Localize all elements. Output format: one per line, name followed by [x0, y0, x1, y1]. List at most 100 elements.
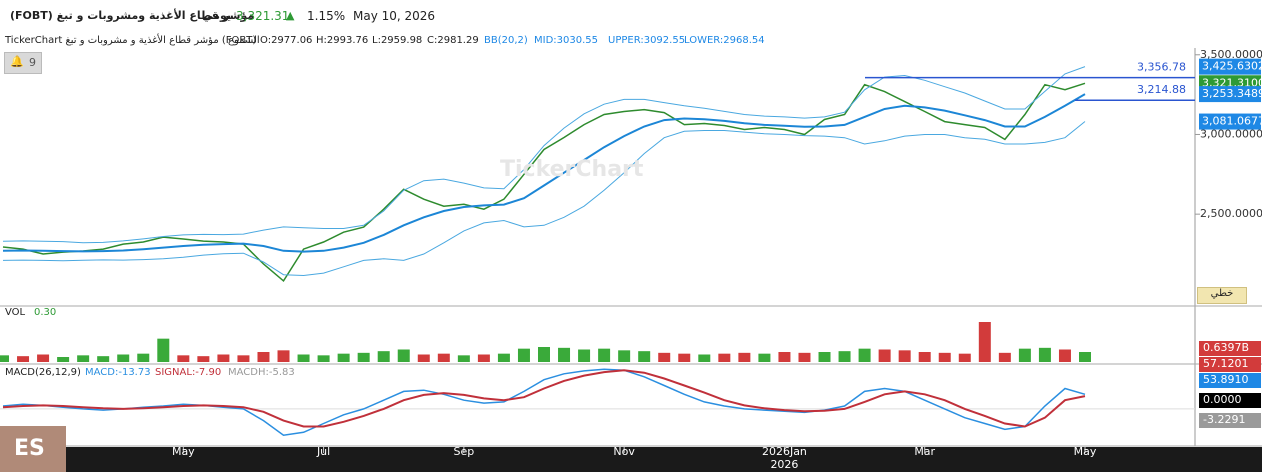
volume-bar	[217, 354, 230, 362]
info: TickerChart مؤشر قطاع الأغذية و مشروبات …	[5, 35, 257, 46]
volume-bar	[858, 348, 871, 362]
series-line	[2, 121, 1086, 277]
x-tick-label: Nov	[613, 445, 635, 458]
price-tag-label: 3,253.3489	[1202, 87, 1262, 100]
volume-bar	[137, 353, 150, 362]
volume-bar	[37, 354, 50, 362]
series-line	[2, 66, 1086, 244]
value-tag	[1199, 373, 1261, 388]
price-tag-label: 3,081.0677	[1202, 115, 1262, 128]
corner-box: ES	[0, 426, 66, 472]
volume-bar	[277, 350, 290, 362]
volume-bar	[377, 351, 390, 362]
value-tag	[1199, 413, 1261, 428]
period[interactable]: يومي	[202, 9, 231, 22]
volume-bar	[678, 353, 691, 362]
volume-bar	[658, 352, 671, 362]
volume-bar	[297, 354, 310, 362]
value-tag-label: -3.2291	[1203, 413, 1245, 426]
bb-mid: MID:3030.55	[534, 35, 598, 46]
year-label: 2026	[770, 458, 798, 471]
volume-bar	[0, 355, 9, 362]
volume-bar	[117, 354, 130, 362]
price-tag-label: 3,321.3100	[1202, 76, 1262, 89]
volume-bar	[558, 347, 571, 362]
volume-bar	[477, 354, 490, 362]
volume-bar	[758, 353, 771, 362]
last-price: 3,321.31	[236, 9, 290, 23]
volume-bar	[77, 355, 90, 362]
value-tag	[1199, 393, 1261, 408]
volume-bar	[818, 352, 831, 362]
volume-bar	[177, 355, 190, 362]
instrument-title: مؤشر قطاع الأغذية ومشروبات و تبغ (FOBT)	[10, 9, 255, 22]
value-tag	[1199, 357, 1261, 372]
y-tick-label: 3,500.0000	[1200, 48, 1262, 61]
vol-value: 0.30	[34, 307, 57, 318]
line-button[interactable]: خطي	[1197, 287, 1247, 304]
volume-bar	[257, 352, 270, 362]
volume-bar	[237, 355, 250, 362]
y-tick-label: 2,500.0000	[1200, 207, 1262, 220]
value-tag-label: 0.0000	[1203, 393, 1242, 406]
volume-bar	[337, 353, 350, 362]
volume-bar	[578, 349, 591, 362]
low: L:2959.98	[372, 35, 423, 46]
y-tick-label: 3,000.0000	[1200, 127, 1262, 140]
open: O:2977.06	[260, 35, 313, 46]
volume-bar	[918, 352, 931, 362]
volume-bar	[598, 348, 611, 362]
bb: BB(20,2)	[484, 35, 528, 46]
volume-bar	[898, 350, 911, 362]
bb-upper: UPPER:3092.55	[608, 35, 686, 46]
date: May 10, 2026	[353, 9, 436, 23]
price-tag	[1199, 58, 1261, 75]
series-line	[2, 93, 1086, 253]
bb-lower: LOWER:2968.54	[684, 35, 765, 46]
macdh-legend: MACDH:-5.83	[228, 367, 295, 378]
change: 1.15%	[307, 9, 346, 23]
volume-bar	[798, 352, 811, 362]
volume-bar	[57, 357, 70, 362]
x-tick-label: Mar	[914, 445, 935, 458]
volume-bar	[958, 353, 971, 362]
series-line	[2, 369, 1086, 428]
volume-bar	[317, 355, 330, 362]
price-line	[2, 82, 1086, 283]
volume-bar	[97, 356, 110, 362]
volume-bar	[878, 349, 891, 362]
volume-bar	[938, 352, 951, 362]
corner-text: ES	[14, 436, 45, 461]
volume-bar	[838, 351, 851, 362]
volume-bar	[197, 356, 210, 362]
volume-bar	[718, 353, 731, 362]
x-tick-label: Jul	[316, 445, 330, 458]
value-tag-label: 57.1201	[1203, 357, 1249, 370]
macd-legend: MACD:-13.73	[85, 367, 151, 378]
up-arrow: ▲	[286, 9, 295, 22]
signal-legend: SIGNAL:-7.90	[155, 367, 222, 378]
volume-bar	[397, 349, 410, 362]
volume-bar	[998, 352, 1011, 362]
high: H:2993.76	[316, 35, 369, 46]
volume-bar	[1058, 349, 1071, 362]
volume-bar	[497, 353, 510, 362]
time-axis	[66, 447, 1262, 472]
watermark: TickerChart	[500, 157, 644, 182]
volume-bar	[357, 352, 370, 362]
volume-bar	[17, 356, 30, 362]
alerts-badge[interactable]: 🔔 9	[4, 52, 42, 74]
chart-style: الشموع	[228, 35, 260, 46]
value-tag-label: 0.6397B	[1203, 341, 1249, 354]
vol-title: VOL	[5, 307, 26, 318]
value-tag	[1199, 341, 1261, 356]
series-line	[2, 368, 1086, 436]
level-label: 3,356.78	[1137, 61, 1186, 74]
value-tag-label: 53.8910	[1203, 373, 1249, 386]
volume-bar	[1038, 347, 1051, 362]
price-tag-label: 3,425.6302	[1202, 60, 1262, 73]
volume-bar	[538, 347, 550, 362]
bell-icon: 🔔	[10, 55, 24, 68]
